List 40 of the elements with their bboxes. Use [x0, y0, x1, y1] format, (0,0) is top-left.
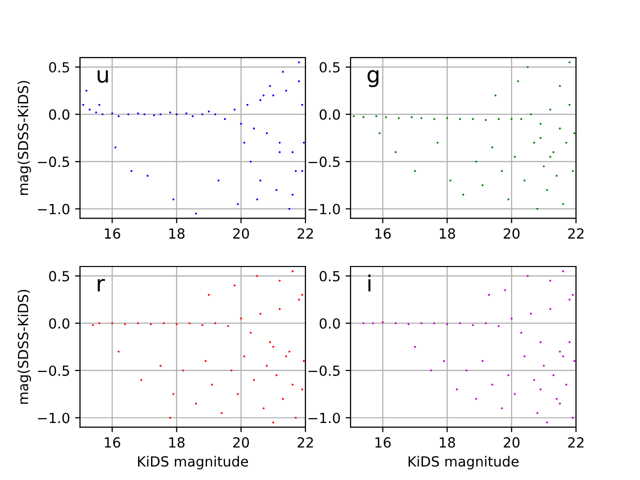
- annotation: u: [98, 70, 108, 83]
- y-tick-label: 0.0: [320, 109, 340, 120]
- y-tick-label: 0.5: [320, 62, 340, 73]
- x-tick-label: 18: [440, 228, 456, 239]
- x-axis-title: KiDS magnitude: [138, 456, 248, 470]
- x-tick-label: 22: [298, 437, 313, 448]
- x-tick-label: 22: [568, 437, 584, 448]
- x-axis-title: KiDS magnitude: [408, 456, 519, 470]
- x-tick-label: 18: [169, 437, 185, 448]
- x-tick-label: 16: [375, 437, 391, 448]
- y-axis-title: mag(SDSS-KiDS): [18, 80, 31, 195]
- y-tick-label: 0.0: [320, 318, 340, 329]
- x-tick-label: 16: [375, 228, 391, 239]
- x-tick-label: 22: [298, 228, 313, 239]
- y-tick-label: 0.5: [49, 62, 70, 73]
- x-tick-label: 18: [169, 228, 185, 239]
- y-tick-label: −0.5: [38, 365, 70, 376]
- y-tick-label: 0.0: [49, 318, 70, 329]
- y-tick-label: −0.5: [38, 156, 70, 168]
- x-tick-label: 22: [568, 228, 584, 239]
- x-tick-label: 18: [440, 437, 456, 448]
- y-tick-label: 0.5: [49, 270, 70, 282]
- x-tick-label: 16: [104, 228, 120, 239]
- y-tick-label: 0.0: [49, 109, 70, 120]
- x-tick-label: 16: [104, 437, 120, 448]
- annotation: i: [368, 274, 370, 292]
- x-tick-label: 20: [504, 228, 520, 239]
- y-axis-title: mag(SDSS-KiDS): [18, 290, 31, 404]
- y-tick-label: −0.5: [308, 156, 340, 168]
- x-tick-label: 20: [233, 437, 249, 448]
- x-tick-label: 20: [504, 437, 520, 448]
- y-tick-label: −1.0: [308, 204, 340, 214]
- y-tick-label: 0.5: [320, 270, 340, 282]
- y-tick-label: −1.0: [38, 412, 70, 424]
- y-tick-label: −1.0: [308, 412, 340, 424]
- annotation: r: [98, 278, 105, 292]
- y-tick-label: −0.5: [308, 365, 340, 376]
- y-tick-label: −1.0: [38, 204, 70, 214]
- annotation: g: [368, 70, 378, 88]
- x-tick-label: 20: [233, 228, 249, 239]
